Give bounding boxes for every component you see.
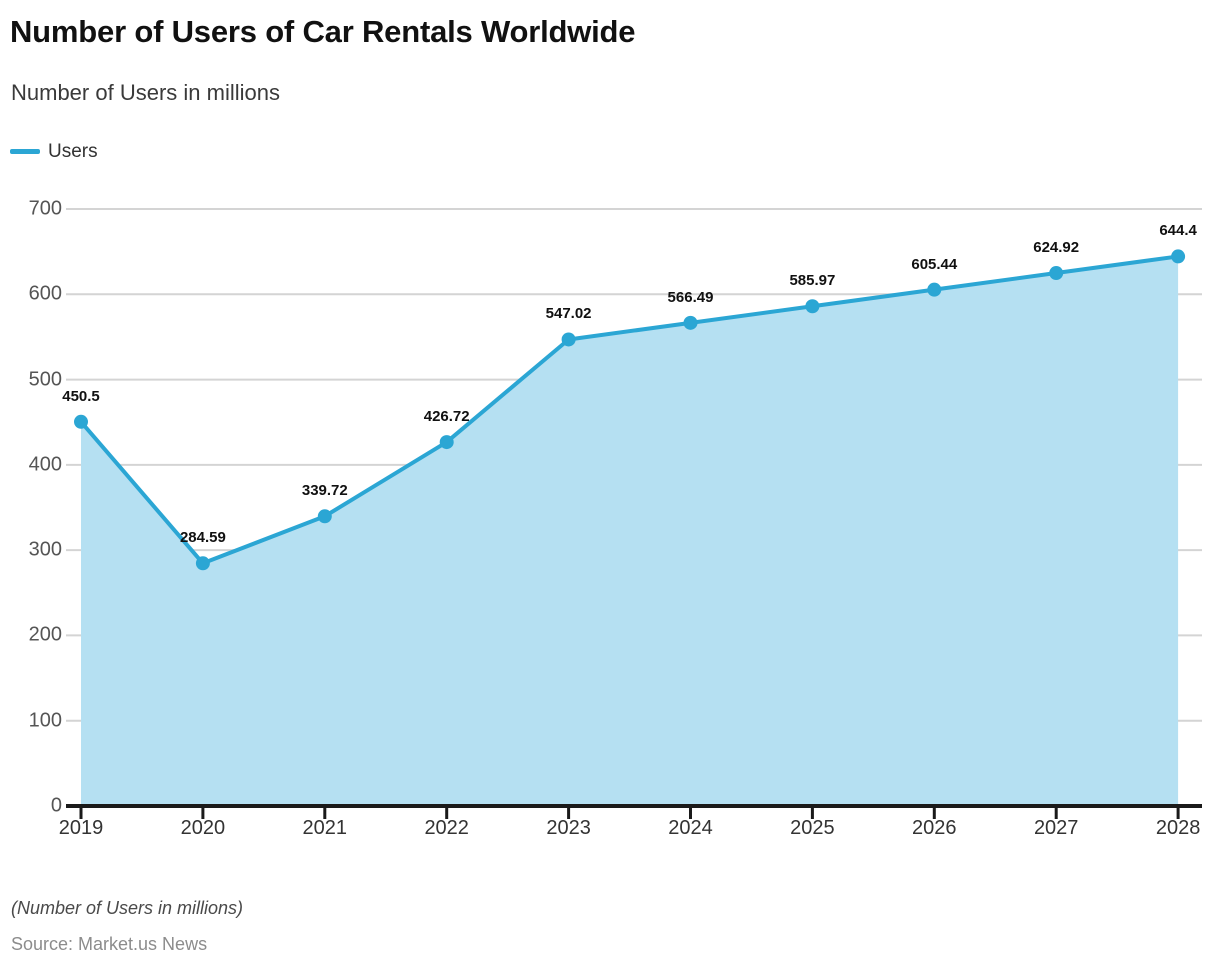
chart-subtitle: Number of Users in millions <box>11 80 280 105</box>
data-point-label: 284.59 <box>179 529 226 547</box>
x-tick-label: 2020 <box>180 817 226 839</box>
x-tick-label: 2024 <box>668 817 713 839</box>
x-tick-label: 2025 <box>790 817 835 839</box>
y-tick-label: 300 <box>28 538 62 561</box>
data-point-label: 547.02 <box>545 305 592 323</box>
x-tick-label: 2019 <box>58 817 104 839</box>
data-point-label: 585.97 <box>789 272 836 290</box>
chart-footnote: (Number of Users in millions) <box>11 898 244 918</box>
data-point-label: 566.49 <box>667 288 714 306</box>
y-tick-label: 100 <box>28 709 62 732</box>
x-tick-label: 2026 <box>912 817 957 839</box>
x-tick-label: 2022 <box>424 817 469 839</box>
line-swatch-icon <box>10 148 40 154</box>
y-tick-label: 400 <box>28 453 62 476</box>
y-tick-label: 200 <box>28 623 62 646</box>
data-point-label: 644.4 <box>1159 222 1197 240</box>
y-tick-label: 500 <box>28 368 62 391</box>
data-point-label: 624.92 <box>1033 239 1080 257</box>
data-point-label: 339.72 <box>301 482 348 500</box>
y-tick-label: 600 <box>28 282 62 305</box>
chart-legend: Users <box>10 139 98 163</box>
chart-source: Source: Market.us News <box>11 934 208 954</box>
y-tick-label: 0 <box>50 794 62 817</box>
data-point-label: 605.44 <box>911 255 958 273</box>
page-title: Number of Users of Car Rentals Worldwide <box>10 14 636 49</box>
data-point-label: 426.72 <box>423 408 470 426</box>
legend-item-label: Users <box>48 140 98 162</box>
x-tick-label: 2027 <box>1033 817 1079 839</box>
y-tick-label: 700 <box>28 197 62 220</box>
data-point-label: 450.5 <box>62 387 100 405</box>
x-tick-label: 2028 <box>1155 817 1201 839</box>
x-tick-label: 2023 <box>546 817 591 839</box>
x-tick-label: 2021 <box>302 817 348 839</box>
